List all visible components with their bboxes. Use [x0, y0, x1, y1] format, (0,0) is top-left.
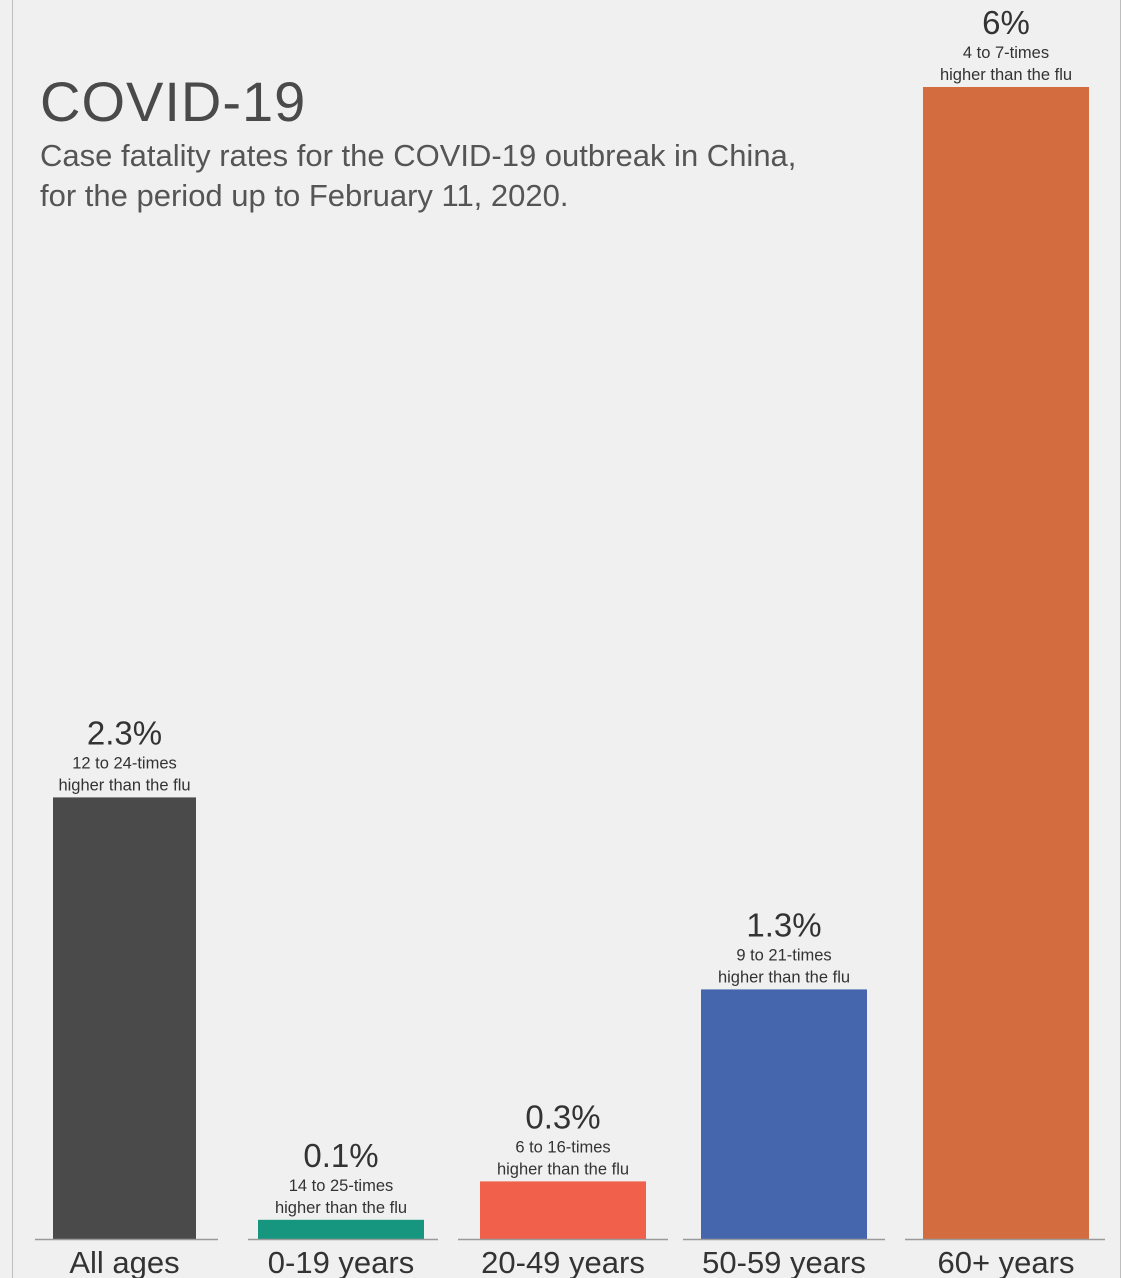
chart-subtitle-line-2: for the period up to February 11, 2020. [40, 178, 569, 213]
chart-subtitle: Case fatality rates for the COVID-19 out… [40, 136, 900, 216]
bar-0 [53, 797, 196, 1239]
annotation-label-2-line-2: higher than the flu [497, 1160, 629, 1178]
frame-left-border [12, 0, 13, 1278]
value-label-1: 0.1% [303, 1137, 378, 1174]
bar-3 [701, 989, 867, 1239]
annotation-label-1-line-1: 14 to 25-times [289, 1177, 394, 1195]
category-label-0: All ages [69, 1245, 179, 1278]
category-label-4: 60+ years [937, 1245, 1074, 1278]
value-label-4: 6% [982, 4, 1030, 41]
title-block: COVID-19 Case fatality rates for the COV… [40, 72, 900, 216]
bar-2 [480, 1181, 646, 1239]
category-label-1: 0-19 years [268, 1245, 414, 1278]
annotation-label-1-line-2: higher than the flu [275, 1199, 407, 1217]
category-label-2: 20-49 years [481, 1245, 645, 1278]
value-label-3: 1.3% [746, 906, 821, 943]
value-label-0: 2.3% [87, 714, 162, 751]
category-label-3: 50-59 years [702, 1245, 866, 1278]
chart-subtitle-line-1: Case fatality rates for the COVID-19 out… [40, 138, 797, 173]
bars-layer [53, 87, 1089, 1239]
value-label-2: 0.3% [525, 1098, 600, 1135]
annotation-label-0-line-2: higher than the flu [58, 776, 190, 794]
chart-title: COVID-19 [40, 70, 307, 133]
annotation-label-0-line-1: 12 to 24-times [72, 754, 177, 772]
annotation-label-3-line-2: higher than the flu [718, 968, 850, 986]
bar-1 [258, 1219, 424, 1239]
annotation-label-4-line-2: higher than the flu [940, 66, 1072, 84]
labels-layer: 2.3% 12 to 24-times higher than the flu All… [58, 4, 1074, 1278]
bar-4 [923, 87, 1089, 1239]
annotation-label-4-line-1: 4 to 7-times [963, 44, 1049, 62]
annotation-label-3-line-1: 9 to 21-times [736, 946, 831, 964]
annotation-label-2-line-1: 6 to 16-times [515, 1138, 610, 1156]
